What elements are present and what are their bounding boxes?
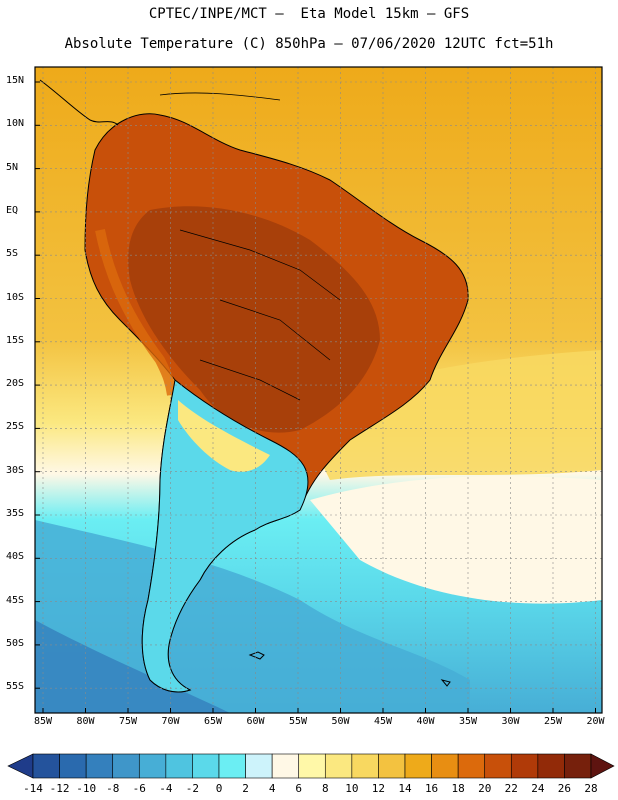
- south-georgia-island: [440, 679, 451, 687]
- colorbar-tick-label: 2: [242, 782, 249, 795]
- latitude-label: 35S: [6, 508, 25, 519]
- colorbar-tick-label: 20: [478, 782, 492, 795]
- colorbar-tick-label: 26: [557, 782, 572, 795]
- colorbar-tick-label: 12: [371, 782, 386, 795]
- colorbar-swatch: [510, 753, 539, 779]
- colorbar-tick-label: 0: [215, 782, 223, 795]
- colorbar-tick-label: -10: [76, 782, 97, 795]
- latitude-label: 45S: [6, 594, 25, 606]
- longitude-label: 45W: [373, 716, 393, 727]
- colorbar-swatch: [537, 753, 565, 779]
- longitude-label: 20W: [586, 716, 605, 727]
- colorbar-swatch: [457, 753, 486, 779]
- colorbar-swatch: [431, 753, 459, 779]
- colorbar-swatch: [324, 753, 353, 779]
- andes-strip: [95, 229, 177, 396]
- colorbar-tick-label: 22: [504, 782, 518, 795]
- colorbar-tick-label: -4: [159, 782, 173, 795]
- longitude-label: 65W: [203, 716, 223, 727]
- header-field-title: Absolute Temperature (C) 850hPa – 07/06/…: [64, 36, 554, 52]
- colorbar-swatch: [271, 753, 300, 779]
- colorbar-swatch: [192, 753, 220, 779]
- colorbar-swatch: [404, 753, 432, 779]
- colorbar-swatch: [378, 753, 406, 779]
- colorbar-tick-label: 10: [345, 782, 359, 795]
- latitude-label: 5S: [6, 248, 19, 260]
- longitude-label: 30W: [501, 716, 520, 727]
- map-frame: [34, 66, 603, 714]
- latitude-label: 5N: [6, 161, 19, 173]
- longitude-label: 85W: [33, 716, 53, 727]
- colorbar-tick-label: 14: [398, 782, 412, 795]
- colorbar-max-arrow: [590, 753, 615, 779]
- colorbar-tick-label: -2: [185, 782, 200, 795]
- colorbar-swatch: [484, 753, 512, 779]
- colorbar-tick-label: -14: [23, 782, 43, 795]
- colorbar-tick-label: -6: [132, 782, 146, 795]
- colorbar-swatch: [32, 753, 60, 779]
- colorbar-tick-label: 28: [584, 782, 598, 795]
- longitude-label: 55W: [288, 716, 308, 727]
- coldest-region: [35, 620, 230, 713]
- latitude-label: 10S: [6, 291, 25, 303]
- longitude-label: 75W: [118, 716, 138, 727]
- colorbar-tick-label: 16: [424, 782, 439, 795]
- colorbar-tick-label: 18: [451, 782, 465, 795]
- central-america-coast: [39, 79, 119, 126]
- colorbar-swatch: [298, 753, 326, 779]
- longitude-label: 70W: [161, 716, 180, 727]
- latitude-label: 10N: [6, 118, 25, 130]
- colorbar-tick-label: 4: [268, 782, 276, 795]
- longitude-label: 40W: [416, 716, 435, 727]
- latitude-label: 15S: [6, 334, 25, 346]
- colorbar-tick-label: 24: [531, 782, 545, 795]
- pampas-warm-patch: [178, 400, 270, 472]
- colorbar: [7, 753, 615, 779]
- longitude-label: 50W: [331, 716, 350, 727]
- warm-ocean-band: [300, 350, 602, 480]
- colorbar-tick-label: -8: [106, 782, 120, 795]
- colorbar-swatch: [564, 753, 592, 779]
- latitude-label: EQ: [6, 204, 19, 216]
- longitude-label: 35W: [458, 716, 478, 727]
- latitude-label: 15N: [6, 75, 25, 86]
- latitude-label: 30S: [6, 464, 25, 476]
- colorbar-swatch: [245, 753, 273, 779]
- longitude-label: 80W: [76, 716, 95, 727]
- colorbar-swatch: [138, 753, 167, 779]
- longitude-label: 25W: [543, 716, 563, 727]
- latitude-label: 55S: [6, 681, 25, 693]
- colorbar-min-arrow: [7, 753, 34, 779]
- colorbar-swatch: [351, 753, 379, 779]
- colorbar-swatch: [165, 753, 193, 779]
- caribbean-islands: [159, 92, 281, 101]
- header-model-title: CPTEC/INPE/MCT – Eta Model 15km – GFS: [148, 6, 470, 22]
- colorbar-swatch: [85, 753, 114, 779]
- colorbar-tick-label: -12: [49, 782, 70, 795]
- cold-southwest-region: [35, 520, 470, 713]
- latitude-label: 50S: [6, 637, 25, 649]
- axis-ticks: [35, 81, 596, 713]
- colorbar-tick-label: 8: [321, 782, 329, 795]
- country-state-borders: [179, 229, 341, 401]
- colorbar-swatch: [218, 753, 246, 779]
- hot-interior-region: [128, 206, 380, 433]
- latitude-label: 25S: [6, 421, 25, 433]
- map-field: [35, 67, 602, 713]
- latitude-label: 20S: [6, 378, 25, 390]
- colorbar-swatch: [112, 753, 140, 779]
- colorbar-tick-label: 6: [295, 782, 303, 795]
- latitude-label: 40S: [6, 551, 25, 563]
- longitude-label: 60W: [246, 716, 265, 727]
- colorbar-swatch: [59, 753, 87, 779]
